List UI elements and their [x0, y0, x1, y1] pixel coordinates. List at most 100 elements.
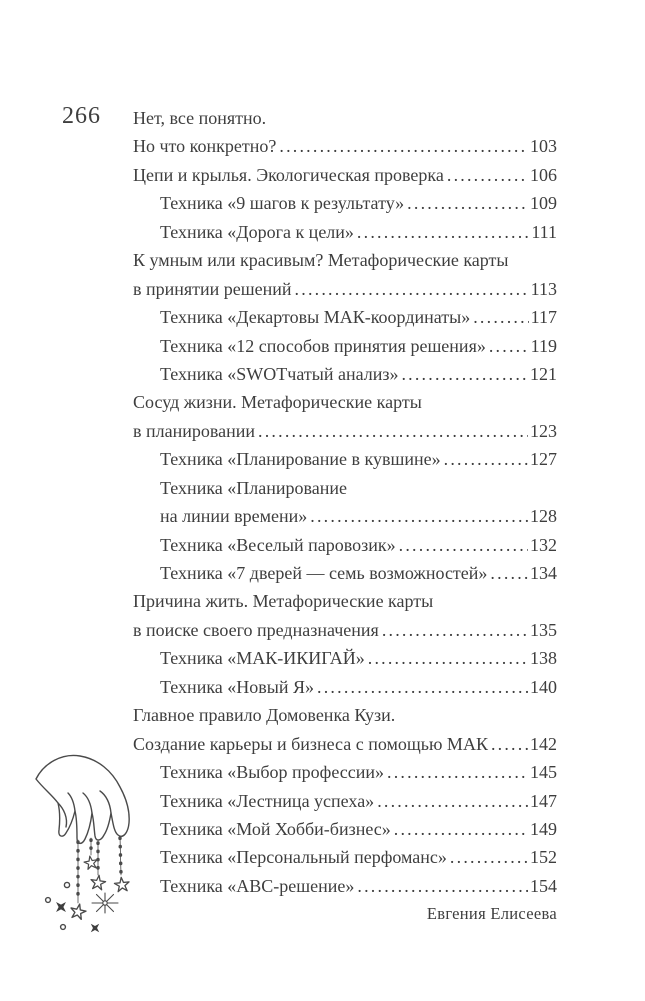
toc-entry: Техника «Дорога к цели» 111 [133, 218, 557, 246]
dot-leader [317, 673, 528, 701]
toc-entry-title: Техника «Декартовы МАК-координаты» [160, 307, 471, 328]
page-number: 266 [62, 103, 101, 129]
dot-leader [357, 872, 528, 900]
toc-entry: Техника «МАК-ИКИГАЙ» 138 [133, 644, 557, 672]
sparkles [44, 881, 119, 938]
toc-entry-page: 128 [530, 506, 557, 527]
toc-entry-title: Техника «Выбор профессии» [160, 762, 385, 783]
toc-entry-title: Техника «Лестница успеха» [160, 790, 375, 811]
dot-leader [394, 815, 528, 843]
toc-entry: Техника «ABC-решение» 154 [133, 872, 557, 900]
toc-entry-page: 123 [530, 420, 557, 441]
dot-leader [279, 132, 528, 160]
toc-entry: Техника «9 шагов к результату» 109 [133, 189, 557, 217]
dot-leader [489, 332, 529, 360]
toc-entry-title: Причина жить. Метафорические карты [133, 591, 434, 612]
toc-entry: на линии времени» 128 [133, 502, 557, 530]
footer-author: Евгения Елисеева [426, 904, 557, 923]
toc-entry-page: 149 [530, 818, 557, 839]
dot-leader [399, 531, 528, 559]
toc-entry: Причина жить. Метафорические карты [133, 587, 557, 615]
dot-leader [407, 189, 528, 217]
toc-entry: Техника «Выбор профессии» 145 [133, 758, 557, 786]
toc-entry-page: 140 [530, 676, 557, 697]
toc-entry: Техника «Планирование [133, 474, 557, 502]
toc-entry-page: 113 [530, 278, 557, 299]
toc-entry: Техника «7 дверей — семь возможностей» 13… [133, 559, 557, 587]
toc-entry: Техника «Декартовы МАК-координаты» 117 [133, 303, 557, 331]
toc-entry-page: 103 [530, 136, 557, 157]
toc-entry: Сосуд жизни. Метафорические карты [133, 388, 557, 416]
toc-entry-title: Техника «12 способов принятия решения» [160, 335, 486, 356]
toc-entry-page: 121 [530, 363, 557, 384]
dot-leader [444, 445, 528, 473]
toc-entry-title: Техника «Мой Хобби-бизнес» [160, 818, 391, 839]
toc-entry: Техника «Новый Я» 140 [133, 673, 557, 701]
dot-leader [295, 275, 529, 303]
toc-entry: К умным или красивым? Метафорические кар… [133, 246, 557, 274]
dot-leader [357, 218, 529, 246]
toc-entry-page: 147 [530, 790, 557, 811]
toc-entry-title: К умным или красивым? Метафорические кар… [133, 250, 509, 271]
dot-leader [368, 644, 528, 672]
toc-entry-title: Цепи и крылья. Экологическая проверка [133, 164, 444, 185]
toc-entry-page: 111 [531, 221, 557, 242]
toc-entry-page: 138 [530, 648, 557, 669]
toc-entry-title: Техника «SWOTчатый анализ» [160, 363, 399, 384]
toc-entry: Цепи и крылья. Экологическая проверка 106 [133, 161, 557, 189]
toc-entry-title: Техника «9 шагов к результату» [160, 193, 405, 214]
dot-leader [310, 502, 528, 530]
toc-entry-page: 117 [530, 307, 557, 328]
toc-entry-title: Главное правило Домовенка Кузи. [133, 705, 396, 726]
toc-entry-title: Техника «7 дверей — семь возможностей» [160, 563, 488, 583]
toc-entry-page: 145 [530, 762, 557, 783]
toc-entry-title: Техника «Веселый паровозик» [160, 534, 396, 555]
toc-entry-title: Техника «Планирование [160, 477, 348, 498]
toc-entry: Создание карьеры и бизнеса с помощью МАК… [133, 730, 557, 758]
toc-entry: Техника «12 способов принятия решения» 11… [133, 332, 557, 360]
toc-entry-title: Техника «Персональный перфоманс» [160, 847, 447, 868]
dot-leader [473, 303, 528, 331]
dot-leader [377, 787, 528, 815]
toc-entry: Нет, все понятно. [133, 104, 557, 132]
toc-entry-page: 119 [530, 335, 557, 356]
dot-leader [490, 559, 528, 587]
dot-leader [258, 417, 528, 445]
toc-entry: Главное правило Домовенка Кузи. [133, 701, 557, 729]
toc-entry: Техника «Лестница успеха» 147 [133, 787, 557, 815]
dot-leader [450, 843, 528, 871]
toc-entry-title: в планировании [133, 420, 256, 441]
hand-with-stars-illustration [35, 754, 131, 938]
dot-leader [387, 758, 528, 786]
dot-leader [401, 360, 528, 388]
toc-entry: в поиске своего предназначения 135 [133, 616, 557, 644]
toc-entry-page: 134 [530, 563, 557, 583]
toc-entry: Техника «Веселый паровозик» 132 [133, 531, 557, 559]
toc-entry-title: Сосуд жизни. Метафорические карты [133, 392, 422, 413]
toc-entry-title: Но что конкретно? [133, 136, 277, 157]
hand-outline [35, 754, 130, 845]
bead-strings [76, 835, 123, 904]
toc-entry-title: в принятии решений [133, 278, 292, 299]
dot-leader [491, 730, 528, 758]
toc-entry-title: Техника «ABC-решение» [160, 875, 355, 896]
toc-entry: в принятии решений 113 [133, 275, 557, 303]
toc-entry: Техника «SWOTчатый анализ» 121 [133, 360, 557, 388]
toc-entry-title: в поиске своего предназначения [133, 619, 379, 640]
toc-entry: Техника «Мой Хобби-бизнес» 149 [133, 815, 557, 843]
toc-entry-page: 154 [530, 875, 557, 896]
dot-leader [447, 161, 528, 189]
toc-entry-page: 152 [530, 847, 557, 868]
toc-entry-page: 127 [530, 449, 557, 470]
toc-entry-page: 109 [530, 193, 557, 214]
toc-entry-title: Техника «Планирование в кувшине» [160, 449, 441, 470]
toc-entry-title: Техника «МАК-ИКИГАЙ» [160, 648, 365, 669]
toc-entry-page: 142 [530, 733, 557, 754]
toc-entry: Но что конкретно? 103 [133, 132, 557, 160]
toc-entry-page: 135 [530, 619, 557, 640]
toc-entry-page: 132 [530, 534, 557, 555]
dot-leader [382, 616, 528, 644]
toc-entry-title: на линии времени» [160, 506, 308, 527]
toc-entry-title: Создание карьеры и бизнеса с помощью МАК [133, 733, 488, 754]
